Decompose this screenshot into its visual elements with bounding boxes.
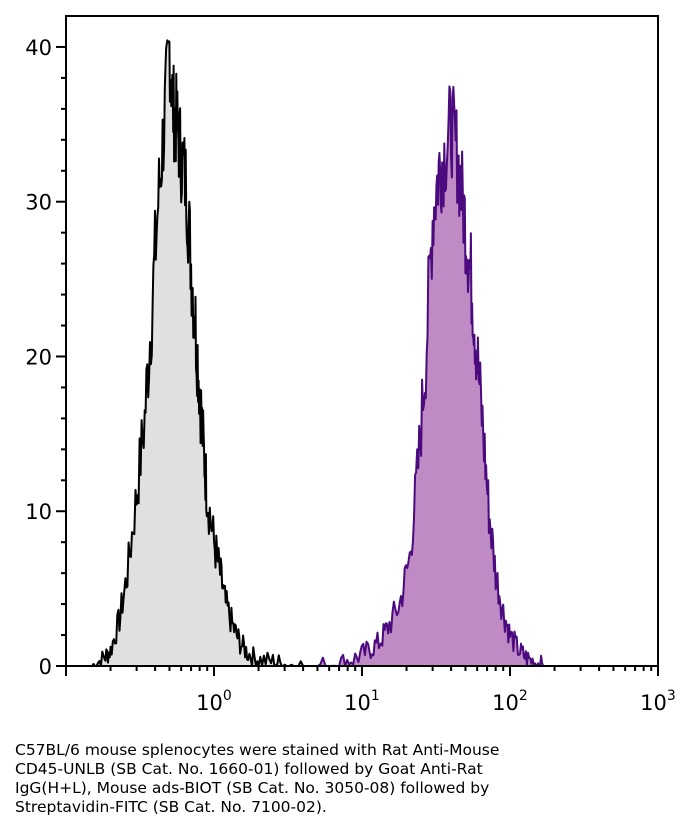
figure-caption: C57BL/6 mouse splenocytes were stained w… — [15, 741, 615, 817]
x-tick-label: 100 — [196, 688, 232, 715]
caption-line-2: CD45-UNLB (SB Cat. No. 1660-01) followed… — [15, 760, 483, 778]
y-tick-label: 40 — [25, 36, 52, 60]
x-tick-label: 101 — [344, 688, 380, 715]
histogram-line-2 — [316, 85, 545, 667]
y-tick-label: 0 — [39, 655, 52, 679]
caption-line-4: Streptavidin-FITC (SB Cat. No. 7100-02). — [15, 798, 327, 816]
y-tick-label: 30 — [25, 191, 52, 215]
histogram-line-1 — [91, 39, 304, 667]
x-tick-label: 102 — [492, 688, 528, 715]
y-tick-label: 20 — [25, 345, 52, 369]
histogram-area-2 — [317, 86, 545, 666]
histogram-chart: 0 10 20 30 40 100 101 102 103 — [25, 15, 676, 715]
caption-line-3: IgG(H+L), Mouse ads-BIOT (SB Cat. No. 30… — [15, 779, 490, 797]
caption-line-1: C57BL/6 mouse splenocytes were stained w… — [15, 741, 500, 759]
x-tick-label: 103 — [640, 688, 676, 715]
y-tick-label: 10 — [25, 500, 52, 524]
